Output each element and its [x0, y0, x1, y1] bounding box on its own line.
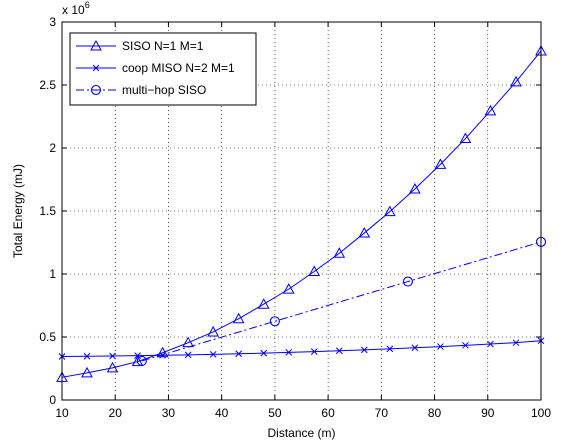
data-point-x [487, 340, 494, 348]
x-tick-label: 90 [481, 406, 495, 420]
legend-label: multi−hop SISO [122, 83, 206, 97]
legend-item: SISO N=1 M=1 [76, 39, 204, 53]
legend-item: multi−hop SISO [76, 83, 206, 97]
data-point-triangle [257, 298, 270, 309]
data-point-x [437, 343, 444, 350]
legend-box [69, 32, 257, 106]
x-tick-label: 80 [428, 406, 442, 420]
data-point-x [134, 352, 141, 360]
legend: SISO N=1 M=1 coop MISO N=2 M=1 multi−hop S… [69, 32, 257, 106]
data-point-x [260, 349, 268, 357]
plot-frame [61, 21, 542, 401]
data-point-x [109, 352, 116, 360]
data-point-circle [136, 355, 147, 366]
x-axis-label: Distance (m) [267, 426, 335, 440]
data-point-x [335, 347, 343, 355]
y-tick-label: 2 [49, 141, 56, 155]
data-point-x [92, 64, 100, 72]
data-point-triangle [106, 361, 119, 373]
x-tick-label: 70 [375, 406, 389, 420]
y-tick-label: 0.5 [39, 330, 56, 344]
series-line [61, 340, 542, 358]
data-point-triangle [383, 205, 396, 217]
data-point-x [462, 341, 469, 349]
data-point-x [360, 346, 368, 354]
x-tick-label: 40 [215, 406, 229, 420]
data-point-triangle [90, 39, 102, 51]
data-point-x [512, 339, 520, 347]
data-point-triangle [510, 75, 522, 87]
series-layer [56, 44, 547, 382]
y-tick-label: 1.5 [39, 204, 56, 218]
data-point-triangle [333, 247, 346, 258]
data-point-x [235, 350, 243, 358]
data-point-triangle [434, 158, 447, 169]
data-point-x [159, 351, 166, 359]
x-tick-label: 30 [162, 406, 176, 420]
data-point-x [310, 348, 318, 355]
y-tick-label: 0 [49, 393, 56, 407]
x-tick-label: 100 [531, 406, 551, 420]
legend-item: coop MISO N=2 M=1 [76, 61, 235, 75]
series-circle [136, 236, 547, 366]
data-point-triangle [409, 182, 421, 194]
data-point-x [83, 352, 91, 360]
legend-label: coop MISO N=2 M=1 [122, 61, 235, 75]
data-point-triangle [131, 355, 144, 367]
data-point-x [209, 351, 217, 358]
data-point-circle [90, 84, 102, 96]
data-point-triangle [308, 265, 321, 276]
data-point-x [285, 349, 293, 356]
series-triangle [56, 44, 547, 382]
x-tick-label: 60 [321, 406, 335, 420]
x-tick-label: 20 [109, 406, 123, 420]
data-point-triangle [232, 312, 245, 324]
y-axis-label: Total Energy (mJ) [11, 164, 25, 258]
data-point-x [411, 344, 419, 352]
data-point-x [184, 351, 192, 359]
data-point-x [386, 345, 394, 353]
y-tick-label: 1 [49, 267, 56, 281]
y-tick-label: 2.5 [39, 78, 56, 92]
data-point-circle [402, 276, 413, 287]
series-line [141, 241, 542, 362]
data-point-triangle [358, 227, 371, 238]
legend-label: SISO N=1 M=1 [122, 39, 204, 53]
data-point-triangle [282, 283, 295, 294]
y-tick-label: 3 [49, 15, 56, 29]
series-x [58, 337, 545, 360]
x-tick-labels: 10 20 30 40 50 60 70 80 90 100 [55, 406, 551, 420]
y-tick-labels: 0 0.5 1 1.5 2 2.5 3 [39, 15, 56, 407]
data-point-triangle [459, 132, 472, 144]
data-point-triangle [81, 366, 93, 378]
y-multiplier-label: x 106 [62, 0, 90, 17]
x-tick-label: 10 [55, 406, 69, 420]
data-point-circle [269, 316, 280, 327]
data-point-triangle [207, 325, 220, 337]
data-point-triangle [484, 104, 497, 116]
x-tick-label: 50 [268, 406, 282, 420]
